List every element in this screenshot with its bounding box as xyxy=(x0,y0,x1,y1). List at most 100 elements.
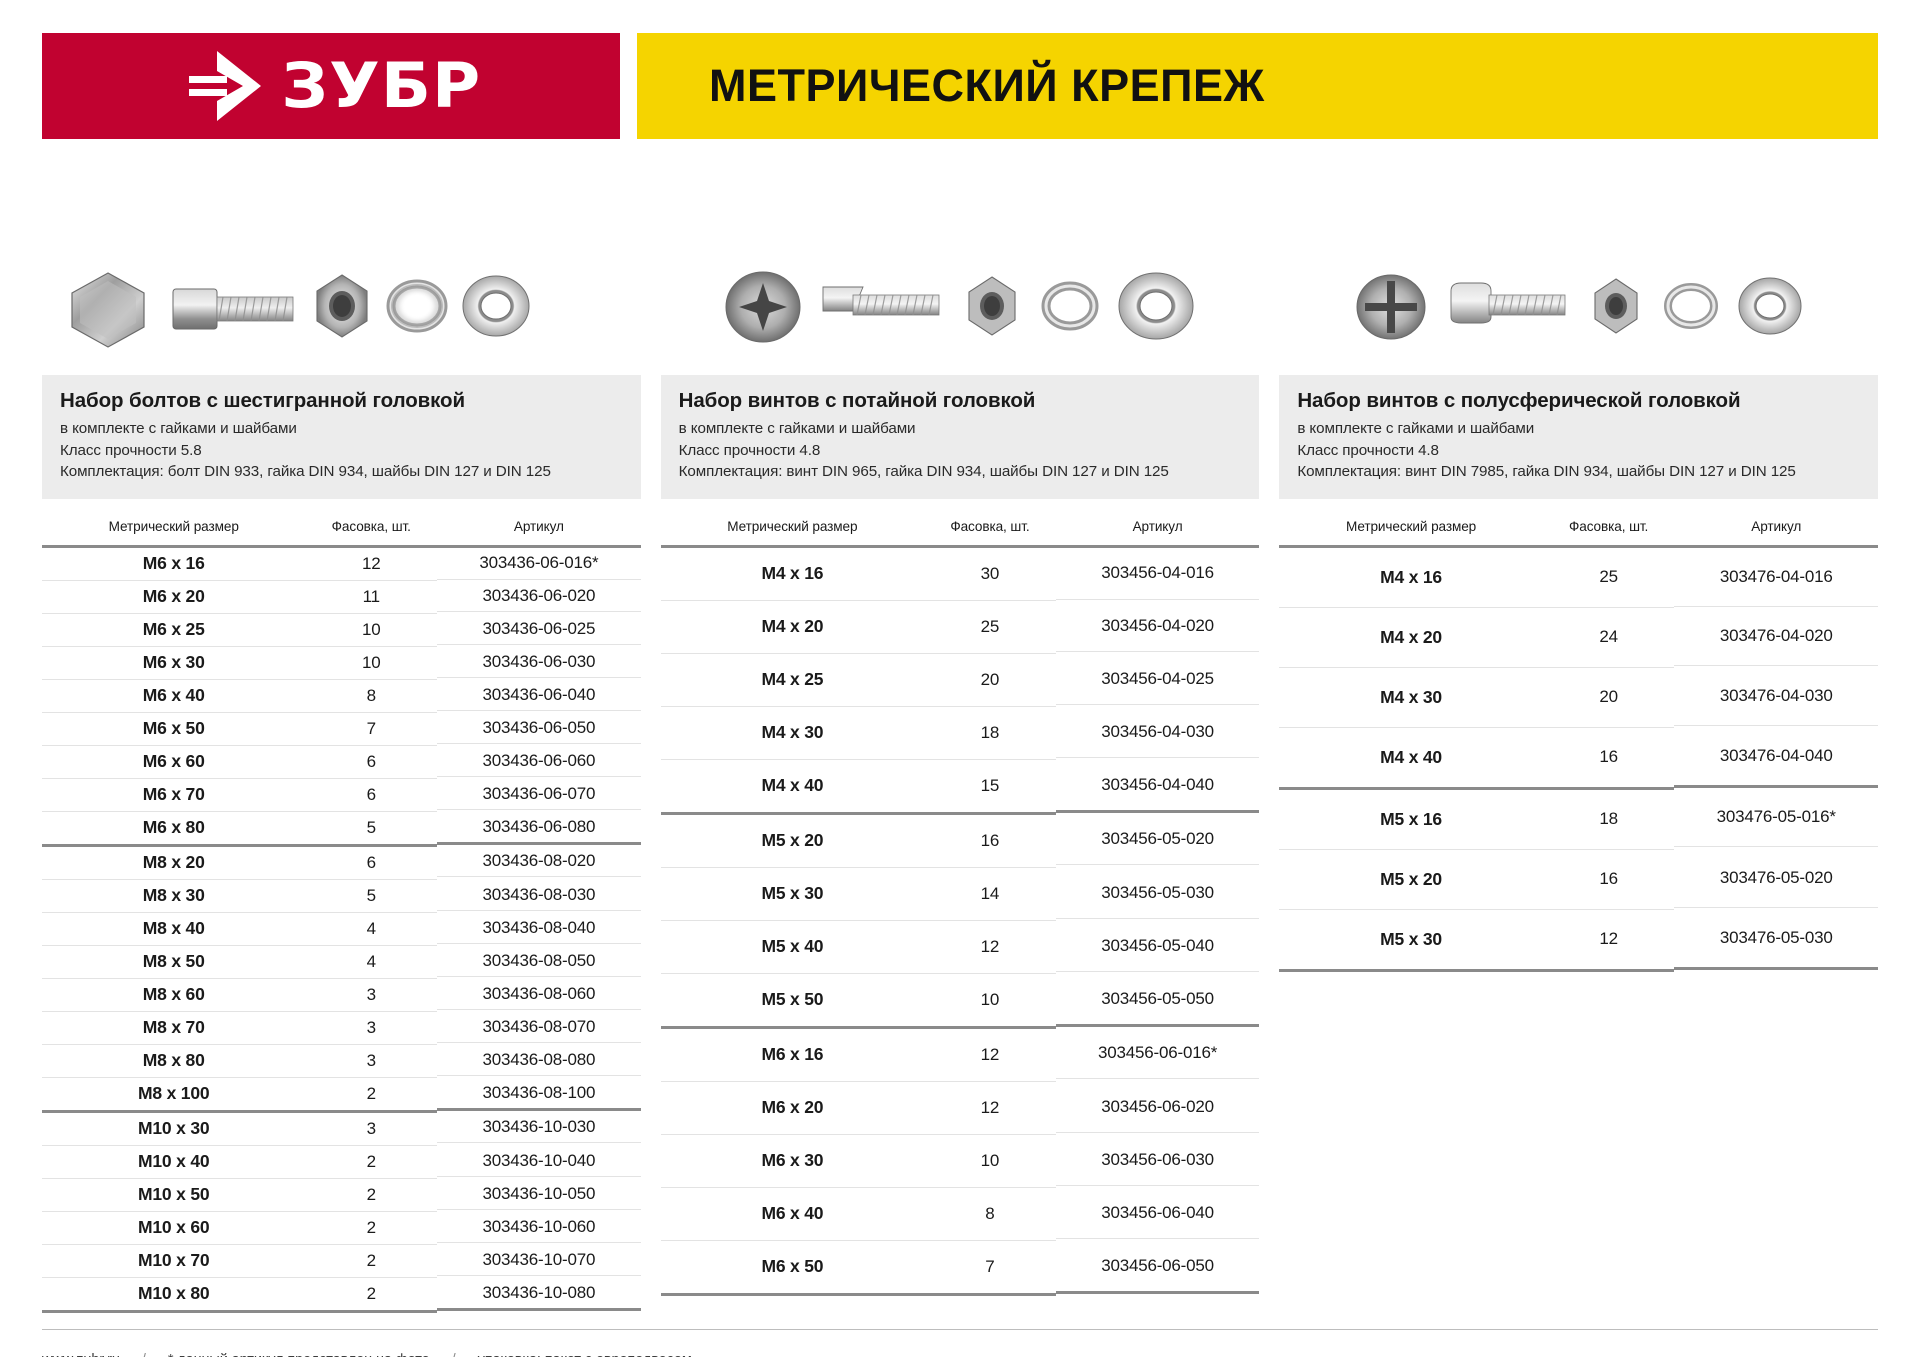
product-grade: Класс прочности 5.8 xyxy=(60,441,202,459)
cell-qty: 11 xyxy=(305,580,438,614)
table-row: M5 x 30 12 303476-05-030 xyxy=(1279,909,1879,972)
table-row: M5 x 50 10 303456-05-050 xyxy=(660,973,1260,1029)
cell-qty: 16 xyxy=(924,813,1056,868)
cell-article: 303436-06-060 xyxy=(437,745,641,778)
cell-qty: 3 xyxy=(305,1044,438,1078)
cell-qty: 2 xyxy=(305,1244,438,1278)
cell-size: M6 x 20 xyxy=(42,580,306,614)
countersunk-screw-head-icon xyxy=(725,271,801,343)
cell-article: 303456-06-020 xyxy=(1055,1081,1260,1134)
cell-qty: 20 xyxy=(924,653,1056,707)
spring-washer-icon xyxy=(1663,283,1718,329)
product-title: Набор винтов с полусферической головкой xyxy=(1297,389,1741,412)
cell-article: 303436-06-025 xyxy=(437,613,641,646)
footer-website[interactable]: www.zubr.ru xyxy=(42,1352,120,1357)
table-row: M6 x 30 10 303436-06-030 xyxy=(42,646,641,680)
cell-qty: 15 xyxy=(924,759,1056,815)
cell-size: M5 x 16 xyxy=(1279,788,1543,850)
cell-qty: 12 xyxy=(924,1081,1056,1135)
cell-article: 303436-06-016* xyxy=(437,548,641,580)
cell-article: 303456-04-025 xyxy=(1055,653,1260,706)
cell-qty: 2 xyxy=(305,1145,438,1179)
cell-article: 303436-10-040 xyxy=(437,1145,641,1178)
product-contents: Комплектация: болт DIN 933, гайка DIN 93… xyxy=(60,463,551,481)
cell-article: 303436-08-050 xyxy=(437,945,641,978)
cell-size: M4 x 16 xyxy=(660,546,925,601)
table-row: M5 x 16 18 303476-05-016* xyxy=(1279,788,1879,850)
fastener-photo-strip xyxy=(661,191,1260,361)
col-header-qty: Фасовка, шт. xyxy=(331,518,411,534)
product-title: Набор винтов с потайной головкой xyxy=(678,389,1036,412)
cell-size: M8 x 100 xyxy=(42,1077,306,1113)
spec-table-body: M6 x 16 12 303436-06-016* M6 x 20 11 303436-0… xyxy=(42,546,641,1313)
table-row: M8 x 100 2 303436-08-100 xyxy=(42,1077,641,1113)
table-row: M8 x 80 3 303436-08-080 xyxy=(42,1044,641,1078)
cell-article: 303456-06-050 xyxy=(1055,1240,1260,1295)
cell-size: M6 x 40 xyxy=(660,1187,925,1241)
cell-qty: 10 xyxy=(305,613,438,647)
footer-separator-2: / xyxy=(452,1352,456,1357)
table-row: M4 x 25 20 303456-04-025 xyxy=(660,653,1260,707)
cell-article: 303476-05-020 xyxy=(1674,849,1879,909)
cell-article: 303456-06-040 xyxy=(1055,1187,1260,1240)
col-header-article: Артикул xyxy=(1132,518,1183,534)
table-row: M10 x 70 2 303436-10-070 xyxy=(42,1244,641,1278)
col-header-size: Метрический размер xyxy=(727,518,858,534)
cell-qty: 16 xyxy=(1542,849,1675,910)
spec-table-header-row: Метрический размер Фасовка, шт. Артикул xyxy=(42,515,641,547)
cell-article: 303456-04-030 xyxy=(1055,706,1260,759)
cell-qty: 24 xyxy=(1542,607,1675,668)
countersunk-screw-icon xyxy=(822,286,940,316)
cell-qty: 2 xyxy=(305,1277,438,1313)
cell-size: M10 x 60 xyxy=(42,1211,306,1245)
cell-size: M5 x 40 xyxy=(660,920,925,974)
table-row: M4 x 20 24 303476-04-020 xyxy=(1279,607,1879,668)
cell-article: 303436-06-030 xyxy=(437,646,641,679)
cell-article: 303436-08-080 xyxy=(437,1044,641,1077)
cell-qty: 30 xyxy=(924,546,1056,601)
fastener-photo-strip xyxy=(42,191,641,361)
page-title-banner: МЕТРИЧЕСКИЙ КРЕПЕЖ xyxy=(637,33,1878,139)
cell-size: M5 x 30 xyxy=(660,867,925,921)
spring-washer-icon xyxy=(386,279,448,333)
brand-logo-block: ЗУБР xyxy=(42,33,620,139)
cell-article: 303436-06-040 xyxy=(437,679,641,712)
footer-separator-1: / xyxy=(142,1352,146,1357)
hex-nut-icon xyxy=(316,274,368,338)
table-row: M10 x 60 2 303436-10-060 xyxy=(42,1211,641,1245)
cell-size: M8 x 40 xyxy=(42,912,306,946)
cell-article: 303476-05-030 xyxy=(1674,909,1879,971)
hex-bolt-icon xyxy=(172,288,294,330)
product-subtitle: в комплекте с гайками и шайбами xyxy=(678,420,916,437)
cell-qty: 12 xyxy=(924,920,1056,974)
spec-table: Метрический размер Фасовка, шт. Артикул … xyxy=(660,515,1260,1296)
cell-size: M10 x 50 xyxy=(42,1178,306,1212)
cell-article: 303436-10-060 xyxy=(437,1211,641,1244)
col-header-size: Метрический размер xyxy=(108,518,239,534)
cell-article: 303456-05-030 xyxy=(1055,867,1260,920)
col-header-article: Артикул xyxy=(1751,518,1802,534)
cell-article: 303436-10-070 xyxy=(437,1244,641,1277)
cell-qty: 8 xyxy=(924,1187,1056,1241)
cell-size: M4 x 30 xyxy=(660,706,925,760)
cell-size: M10 x 30 xyxy=(42,1111,306,1146)
cell-size: M4 x 40 xyxy=(1279,727,1543,790)
cell-size: M8 x 80 xyxy=(42,1044,306,1078)
product-column-pan-head-screws: Набор винтов с полусферической головкой … xyxy=(1279,139,1879,1313)
col-header-qty: Фасовка, шт. xyxy=(950,518,1030,534)
cell-size: M6 x 60 xyxy=(42,745,306,779)
table-row: M4 x 16 25 303476-04-016 xyxy=(1279,546,1879,608)
cell-article: 303436-08-020 xyxy=(437,845,641,878)
page-footer: www.zubr.ru / * данный артикул представл… xyxy=(42,1329,1878,1357)
cell-qty: 6 xyxy=(305,845,438,880)
table-row: M8 x 30 5 303436-08-030 xyxy=(42,879,641,913)
product-title: Набор болтов с шестигранной головкой xyxy=(60,389,465,412)
table-row: M6 x 16 12 303436-06-016* xyxy=(42,546,641,581)
table-row: M4 x 30 20 303476-04-030 xyxy=(1279,667,1879,728)
table-row: M5 x 40 12 303456-05-040 xyxy=(660,920,1260,974)
cell-size: M8 x 20 xyxy=(42,845,306,880)
table-row: M8 x 40 4 303436-08-040 xyxy=(42,912,641,946)
spec-table-header-row: Метрический размер Фасовка, шт. Артикул xyxy=(660,515,1260,547)
table-row: M10 x 50 2 303436-10-050 xyxy=(42,1178,641,1212)
pan-head-screw-icon xyxy=(1450,282,1566,324)
